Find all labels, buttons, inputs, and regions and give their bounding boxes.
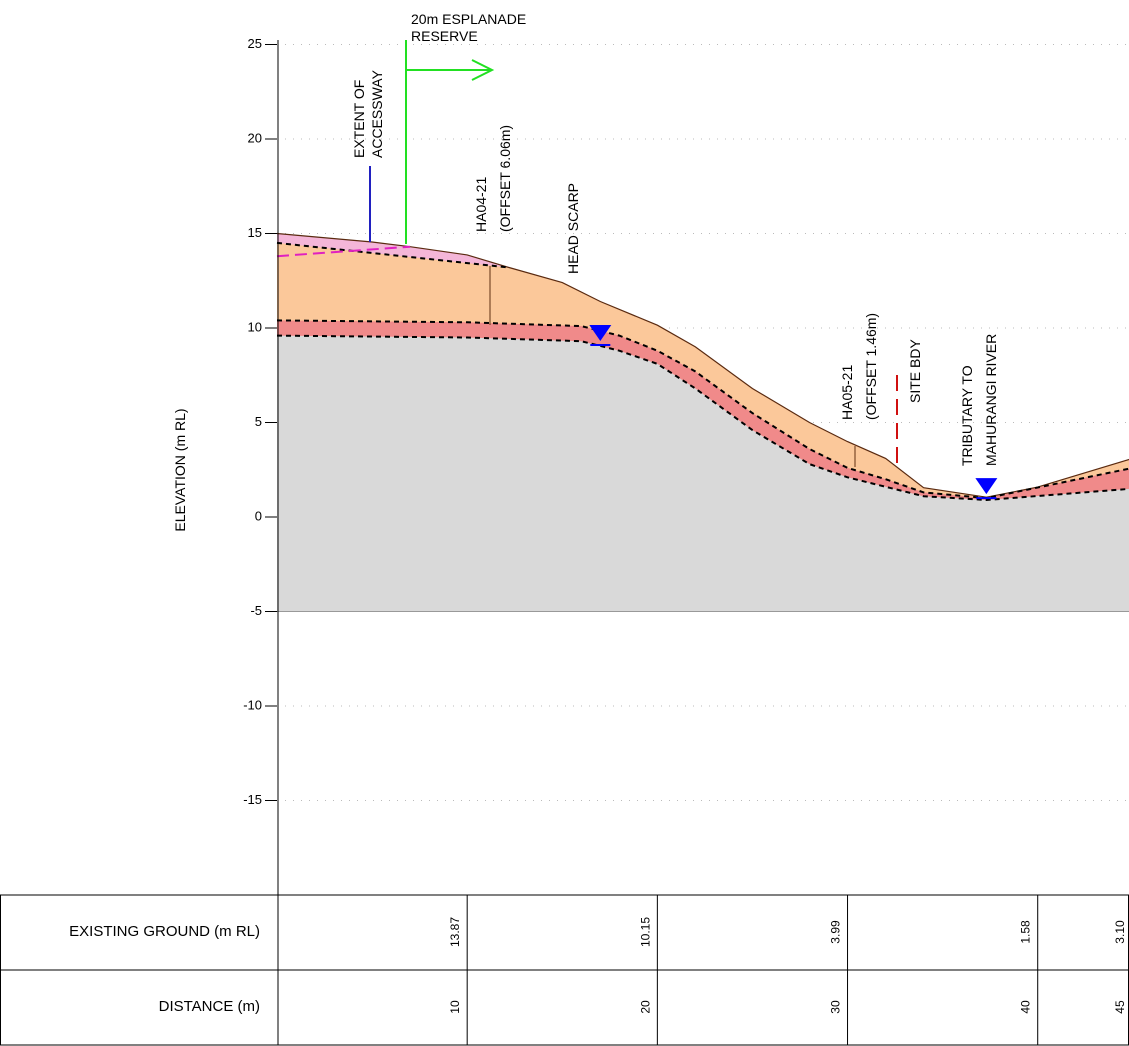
annotation: HA05-21 xyxy=(839,365,855,420)
fill-layer xyxy=(277,233,509,268)
y-tick-label: 25 xyxy=(248,36,262,51)
rock-layer xyxy=(277,335,1129,612)
y-tick-label: 0 xyxy=(255,508,262,523)
layer-boundary xyxy=(276,319,1129,500)
water-level xyxy=(589,325,612,342)
y-tick-label: -15 xyxy=(243,792,262,807)
arrow-head xyxy=(471,59,495,81)
cell: 1.58 xyxy=(1019,920,1033,944)
y-tick-label: 20 xyxy=(248,130,262,145)
cell: 45 xyxy=(1113,1000,1127,1014)
annotation: MAHURANGI RIVER xyxy=(983,334,999,466)
annotation: HA04-21 xyxy=(473,177,489,232)
cell: 30 xyxy=(829,1000,843,1014)
layer-boundary xyxy=(276,241,510,269)
annotation: ACCESSWAY xyxy=(369,69,385,158)
y-tick-label: 5 xyxy=(255,414,262,429)
cell: 3.99 xyxy=(829,920,843,944)
cell: 10.15 xyxy=(638,917,652,947)
annotation: 20m ESPLANADE xyxy=(411,11,526,27)
y-tick-label: 10 xyxy=(248,319,262,334)
ground-surface xyxy=(276,232,1129,498)
y-tick-label: -5 xyxy=(250,603,262,618)
row-label: DISTANCE (m) xyxy=(159,998,260,1015)
annotation: (OFFSET 6.06m) xyxy=(497,125,513,232)
cell: 20 xyxy=(638,1000,652,1014)
cell: 3.10 xyxy=(1113,920,1127,944)
cell: 40 xyxy=(1019,1000,1033,1014)
annotation: (OFFSET 1.46m) xyxy=(863,313,879,420)
cell: 13.87 xyxy=(448,917,462,947)
cell: 10 xyxy=(448,1000,462,1014)
row-label: EXISTING GROUND (m RL) xyxy=(69,923,260,940)
annotation: EXTENT OF xyxy=(351,80,367,158)
y-tick-label: 15 xyxy=(248,225,262,240)
y-tick-label: -10 xyxy=(243,697,262,712)
axis-label: ELEVATION (m RL) xyxy=(172,408,188,531)
water-level xyxy=(975,478,998,495)
annotation: TRIBUTARY TO xyxy=(959,365,975,466)
annotation: SITE BDY xyxy=(907,339,923,403)
layer-boundary xyxy=(276,334,1129,502)
annotation: HEAD SCARP xyxy=(565,183,581,274)
annotation: RESERVE xyxy=(411,28,478,44)
fill-line xyxy=(276,245,411,258)
